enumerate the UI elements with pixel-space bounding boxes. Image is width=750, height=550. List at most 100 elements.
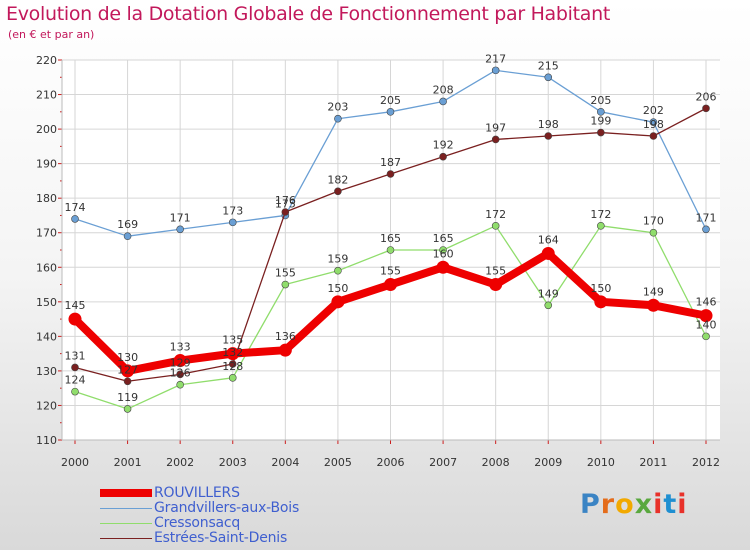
data-label: 173 xyxy=(222,204,243,217)
data-label: 155 xyxy=(380,265,401,278)
legend-label: ROUVILLERS xyxy=(154,485,240,501)
data-label: 172 xyxy=(590,208,611,221)
data-point xyxy=(176,370,184,379)
data-point xyxy=(544,132,553,140)
legend-swatch xyxy=(100,489,152,497)
data-label: 165 xyxy=(380,232,401,245)
legend-swatch xyxy=(100,523,152,524)
data-point xyxy=(384,278,397,292)
data-point xyxy=(489,278,503,292)
x-tick-label: 2012 xyxy=(692,456,720,469)
data-label: 126 xyxy=(170,367,191,380)
data-label: 175 xyxy=(275,197,296,210)
y-tick-label: 160 xyxy=(36,261,57,274)
data-label: 150 xyxy=(590,282,611,295)
data-label: 155 xyxy=(485,265,506,278)
data-label: 159 xyxy=(327,253,348,266)
data-point xyxy=(702,225,710,234)
data-label: 202 xyxy=(643,104,664,117)
legend-label: Grandvillers-aux-Bois xyxy=(154,500,300,516)
data-point xyxy=(121,364,135,378)
data-label: 149 xyxy=(538,287,559,300)
x-tick-label: 2006 xyxy=(377,456,405,469)
data-point xyxy=(173,354,187,368)
data-label: 197 xyxy=(485,121,506,134)
data-label: 174 xyxy=(65,201,86,214)
data-label: 135 xyxy=(222,334,243,347)
legend-label: Cressonsacq xyxy=(154,515,241,531)
data-point xyxy=(649,132,658,140)
data-point xyxy=(123,405,132,413)
chart-subtitle: (en € et par an) xyxy=(8,28,95,41)
data-point xyxy=(71,215,79,223)
data-point xyxy=(541,246,555,260)
data-point xyxy=(176,380,184,389)
data-point xyxy=(226,347,240,361)
data-point xyxy=(544,301,553,310)
data-label: 206 xyxy=(696,90,717,103)
proxiti-logo: Proxiti xyxy=(580,489,688,520)
x-tick-label: 2002 xyxy=(166,456,194,469)
x-tick-label: 2011 xyxy=(639,456,667,469)
data-point xyxy=(491,66,500,75)
data-label: 119 xyxy=(117,391,138,404)
y-tick-label: 140 xyxy=(36,330,57,343)
data-label: 215 xyxy=(538,59,559,72)
data-point xyxy=(123,232,132,240)
data-point xyxy=(334,187,342,196)
data-label: 172 xyxy=(485,208,506,221)
data-label: 217 xyxy=(485,52,506,65)
data-label: 203 xyxy=(327,101,348,114)
data-label: 199 xyxy=(590,115,611,128)
data-label: 176 xyxy=(275,194,296,207)
data-point xyxy=(436,260,450,274)
data-label: 182 xyxy=(327,173,348,186)
data-label: 171 xyxy=(170,211,191,224)
y-tick-label: 200 xyxy=(36,123,57,136)
data-point xyxy=(71,363,79,372)
data-point xyxy=(439,246,447,254)
data-label: 140 xyxy=(696,318,717,331)
data-label: 133 xyxy=(170,341,191,354)
data-point xyxy=(597,108,605,116)
x-tick-label: 2008 xyxy=(482,456,510,469)
y-tick-label: 150 xyxy=(36,296,57,309)
data-label: 198 xyxy=(538,118,559,131)
legend-swatch xyxy=(100,538,152,539)
data-point xyxy=(386,108,395,116)
x-tick-label: 2009 xyxy=(534,456,562,469)
data-point xyxy=(702,104,710,113)
x-tick-label: 2010 xyxy=(587,456,615,469)
y-tick-label: 170 xyxy=(36,227,57,240)
data-label: 145 xyxy=(65,299,86,312)
data-point xyxy=(386,246,395,254)
data-label: 149 xyxy=(643,285,664,298)
data-point xyxy=(491,222,500,230)
data-point xyxy=(176,225,184,234)
data-label: 155 xyxy=(275,267,296,280)
y-tick-label: 210 xyxy=(36,89,57,102)
data-point xyxy=(386,170,395,178)
data-label: 164 xyxy=(538,233,559,246)
data-point xyxy=(281,208,290,216)
legend-label: Estrées-Saint-Denis xyxy=(154,530,288,546)
data-point xyxy=(544,73,553,82)
data-label: 128 xyxy=(222,360,243,373)
data-label: 150 xyxy=(327,282,348,295)
x-tick-label: 2003 xyxy=(219,456,247,469)
x-tick-label: 2005 xyxy=(324,456,352,469)
data-label: 132 xyxy=(222,346,243,359)
y-tick-label: 180 xyxy=(36,192,57,205)
data-point xyxy=(281,280,290,289)
data-label: 136 xyxy=(275,330,296,343)
data-point xyxy=(228,360,237,368)
data-point xyxy=(228,218,237,227)
data-point xyxy=(68,312,82,326)
data-point xyxy=(334,266,342,275)
y-tick-label: 120 xyxy=(36,399,57,412)
chart-title: Evolution de la Dotation Globale de Fonc… xyxy=(6,3,611,25)
data-label: 124 xyxy=(65,374,86,387)
y-tick-label: 220 xyxy=(36,54,57,67)
data-label: 192 xyxy=(433,139,454,152)
